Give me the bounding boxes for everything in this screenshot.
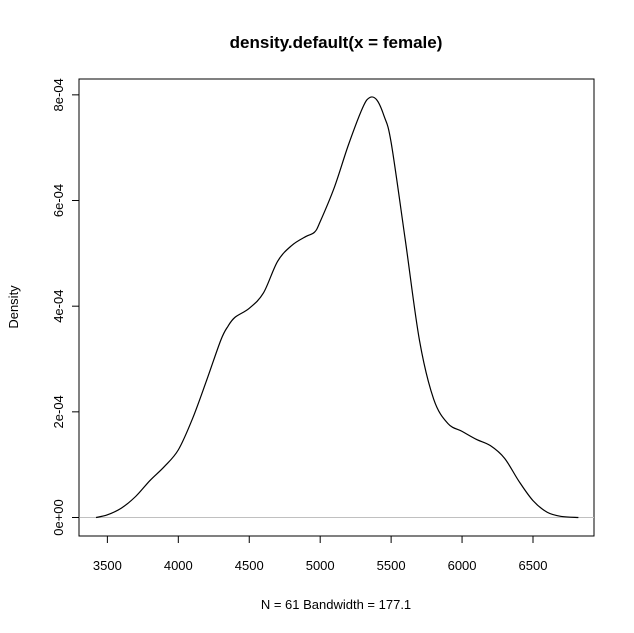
y-axis: 0e+00 2e-04 4e-04 6e-04 8e-04 [51,78,80,536]
y-tick-label: 6e-04 [51,184,66,217]
y-axis-label: Density [6,285,21,329]
density-curve [95,96,579,519]
x-tick-label: 5000 [306,558,335,573]
x-tick-label: 4500 [235,558,264,573]
x-tick-label: 3500 [93,558,122,573]
x-axis: 3500 4000 4500 5000 5500 6000 6500 [93,535,548,573]
chart-title: density.default(x = female) [230,33,443,52]
x-tick-label: 4000 [164,558,193,573]
x-axis-label: N = 61 Bandwidth = 177.1 [261,597,411,612]
y-tick-label: 0e+00 [51,499,66,536]
y-tick-label: 4e-04 [51,290,66,323]
x-tick-label: 5500 [377,558,406,573]
x-tick-label: 6500 [519,558,548,573]
x-tick-label: 6000 [448,558,477,573]
y-tick-label: 2e-04 [51,395,66,428]
plot-frame [78,78,595,537]
y-tick-label: 8e-04 [51,78,66,111]
